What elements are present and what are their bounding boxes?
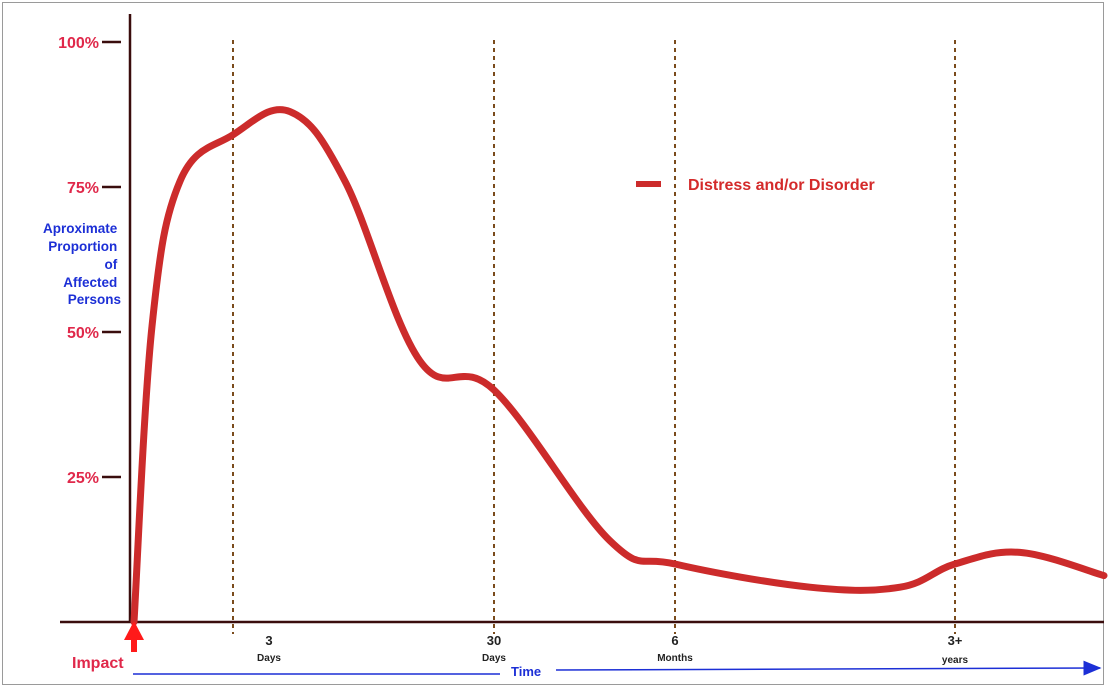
x-tick-number-6m: 6 <box>671 633 678 648</box>
y-tick-label-3: 25% <box>67 470 99 487</box>
x-tick-unit-30d: Days <box>482 653 506 664</box>
impact-arrow-icon <box>124 621 144 640</box>
legend-swatch <box>636 181 661 187</box>
time-markers <box>232 40 956 634</box>
y-axis-label-line-1: Aproximate <box>43 221 118 236</box>
x-tick-unit-6m: Months <box>657 653 693 664</box>
time-axis-arrow: Time <box>133 660 1102 679</box>
x-tick-number-3d: 3 <box>265 633 272 648</box>
legend-label: Distress and/or Disorder <box>688 177 875 194</box>
y-ticks: 100% 75% 50% 25% <box>58 35 121 487</box>
x-ticks: 3 Days 30 Days 6 Months 3+ years <box>257 633 968 666</box>
legend: Distress and/or Disorder <box>636 177 875 194</box>
impact-marker: Impact <box>72 621 144 672</box>
x-tick-unit-3d: Days <box>257 653 281 664</box>
y-tick-label-2: 50% <box>67 325 99 342</box>
impact-arrow-stem <box>131 638 137 652</box>
y-tick-label-1: 75% <box>67 180 99 197</box>
impact-label: Impact <box>72 655 124 672</box>
x-tick-number-3y: 3+ <box>948 633 963 648</box>
time-arrow-line-right <box>555 660 1102 676</box>
y-axis-label: Aproximate Proportion of Affected Person… <box>43 221 121 307</box>
x-tick-number-30d: 30 <box>487 633 501 648</box>
y-tick-label-0: 100% <box>58 35 99 52</box>
y-axis-label-line-3: of <box>104 257 117 272</box>
series-line-distress <box>130 106 1108 626</box>
time-label: Time <box>511 664 541 679</box>
y-axis-label-line-2: Proportion <box>48 239 117 254</box>
x-tick-unit-3y: years <box>942 655 969 666</box>
y-axis-label-line-4: Affected <box>63 275 117 290</box>
y-axis-label-line-5: Persons <box>68 292 121 307</box>
